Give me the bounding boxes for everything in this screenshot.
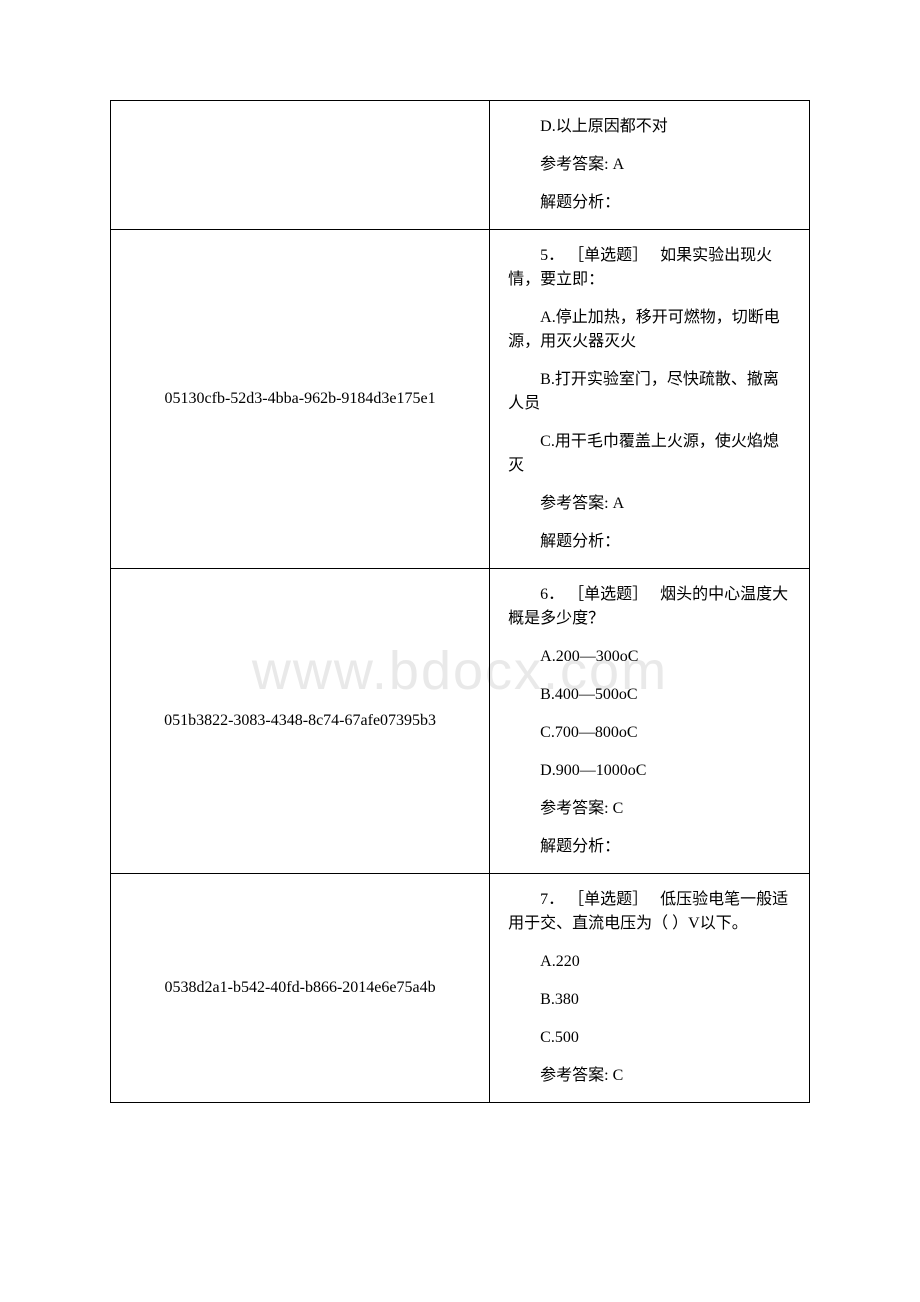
question-content-cell: D.以上原因都不对 参考答案: A 解题分析： [490,101,810,230]
question-block: 7． ［单选题］ 低压验电笔一般适用于交、直流电压为（ ）V以下。 A.220 … [508,888,791,1088]
question-type: ［单选题］ [568,891,648,908]
answer-value: C [613,800,624,817]
question-block: 5． ［单选题］ 如果实验出现火情，要立即： A.停止加热，移开可燃物，切断电源… [508,244,791,554]
option-text: C.500 [508,1026,791,1050]
analysis-label: 解题分析： [540,194,620,211]
question-content-cell: 7． ［单选题］ 低压验电笔一般适用于交、直流电压为（ ）V以下。 A.220 … [490,874,810,1103]
answer-line: 参考答案: A [508,492,791,516]
answer-value: A [613,495,625,512]
answer-label: 参考答案: [540,1067,608,1084]
question-id: 0538d2a1-b542-40fd-b866-2014e6e75a4b [165,979,436,996]
option-text: B.380 [508,988,791,1012]
question-content-cell: 6． ［单选题］ 烟头的中心温度大概是多少度？ A.200—300oC B.40… [490,569,810,874]
option-text: B.打开实验室门，尽快疏散、撤离人员 [508,368,791,416]
question-number: 5． [540,247,564,264]
option-text: D.900—1000oC [508,759,791,783]
question-type: ［单选题］ [568,247,648,264]
question-stem: 5． ［单选题］ 如果实验出现火情，要立即： [508,244,791,292]
question-table: D.以上原因都不对 参考答案: A 解题分析： 05130cfb-52d3-4b… [110,100,810,1103]
question-id-cell: 0538d2a1-b542-40fd-b866-2014e6e75a4b [111,874,490,1103]
option-text: B.400—500oC [508,683,791,707]
table-row: 051b3822-3083-4348-8c74-67afe07395b3 6． … [111,569,810,874]
question-block: 6． ［单选题］ 烟头的中心温度大概是多少度？ A.200—300oC B.40… [508,583,791,859]
question-id: 05130cfb-52d3-4bba-962b-9184d3e175e1 [165,390,436,407]
table-row: 05130cfb-52d3-4bba-962b-9184d3e175e1 5． … [111,230,810,569]
analysis-line: 解题分析： [508,191,791,215]
question-id: 051b3822-3083-4348-8c74-67afe07395b3 [164,712,436,729]
answer-value: C [613,1067,624,1084]
analysis-label: 解题分析： [540,838,620,855]
option-text: C.用干毛巾覆盖上火源，使火焰熄灭 [508,430,791,478]
table-row: D.以上原因都不对 参考答案: A 解题分析： [111,101,810,230]
question-block: D.以上原因都不对 参考答案: A 解题分析： [508,115,791,215]
answer-value: A [613,156,625,173]
analysis-line: 解题分析： [508,530,791,554]
option-text: A.220 [508,950,791,974]
question-id-cell [111,101,490,230]
question-content-cell: 5． ［单选题］ 如果实验出现火情，要立即： A.停止加热，移开可燃物，切断电源… [490,230,810,569]
question-type: ［单选题］ [568,586,648,603]
answer-line: 参考答案: A [508,153,791,177]
answer-line: 参考答案: C [508,797,791,821]
question-stem: 6． ［单选题］ 烟头的中心温度大概是多少度？ [508,583,791,631]
analysis-line: 解题分析： [508,835,791,859]
answer-label: 参考答案: [540,800,608,817]
analysis-label: 解题分析： [540,533,620,550]
option-text: D.以上原因都不对 [508,115,791,139]
page: www.bdocx.com D.以上原因都不对 参考答案: A 解题分析： [0,0,920,1163]
question-number: 6． [540,586,564,603]
answer-line: 参考答案: C [508,1064,791,1088]
answer-label: 参考答案: [540,495,608,512]
question-number: 7． [540,891,564,908]
question-stem: 7． ［单选题］ 低压验电笔一般适用于交、直流电压为（ ）V以下。 [508,888,791,936]
question-id-cell: 05130cfb-52d3-4bba-962b-9184d3e175e1 [111,230,490,569]
question-id-cell: 051b3822-3083-4348-8c74-67afe07395b3 [111,569,490,874]
option-text: A.200—300oC [508,645,791,669]
option-text: C.700—800oC [508,721,791,745]
answer-label: 参考答案: [540,156,608,173]
table-row: 0538d2a1-b542-40fd-b866-2014e6e75a4b 7． … [111,874,810,1103]
option-text: A.停止加热，移开可燃物，切断电源，用灭火器灭火 [508,306,791,354]
